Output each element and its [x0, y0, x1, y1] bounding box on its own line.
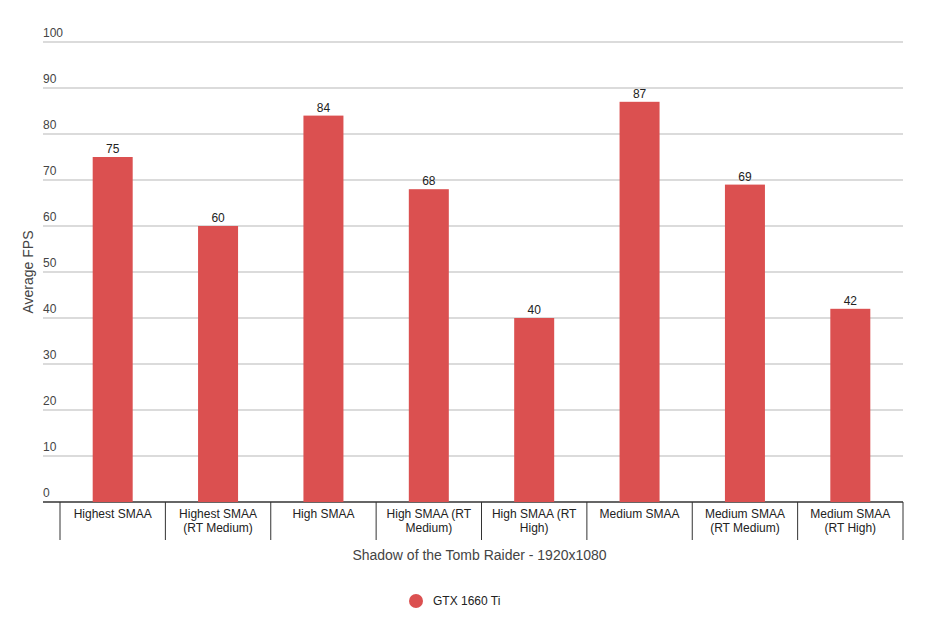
tick-label: 0	[43, 486, 50, 500]
category-label-line: Medium SMAA	[810, 507, 890, 521]
category-label: Highest SMAA	[74, 507, 152, 521]
bar	[409, 189, 449, 502]
grid-line	[43, 501, 903, 503]
grid-line	[43, 88, 903, 89]
category-label: Highest SMAA(RT Medium)	[179, 507, 257, 535]
data-label: 42	[844, 294, 858, 308]
data-label: 60	[211, 211, 225, 225]
bar	[514, 318, 554, 502]
data-labels: 75 60 84 68 40 87 69 42	[106, 87, 857, 317]
bars	[93, 102, 871, 502]
tick-label: 10	[43, 440, 57, 454]
tick-label: 80	[43, 118, 57, 132]
category-divider	[165, 502, 166, 540]
data-label: 84	[317, 101, 331, 115]
grid-line	[43, 180, 903, 181]
category-divider	[692, 502, 693, 540]
category-label-line: Medium SMAA	[705, 507, 785, 521]
bar	[198, 226, 238, 502]
category-label-line: High)	[520, 521, 549, 535]
category-label-line: Medium)	[405, 521, 452, 535]
category-divider	[270, 502, 271, 540]
bar	[830, 309, 870, 502]
category-divider	[376, 502, 377, 540]
grid-line	[43, 226, 903, 227]
data-label: 68	[422, 174, 436, 188]
category-label-line: High SMAA (RT	[387, 507, 472, 521]
category-label-line: Medium SMAA	[600, 507, 680, 521]
category-label-line: (RT High)	[825, 521, 877, 535]
grid-line	[43, 134, 903, 135]
grid-line	[43, 364, 903, 365]
legend: GTX 1660 Ti	[409, 594, 500, 608]
legend-swatch	[409, 594, 423, 608]
category-label: High SMAA	[292, 507, 354, 521]
x-axis-title: Shadow of the Tomb Raider - 1920x1080	[352, 547, 606, 563]
y-axis-title: Average FPS	[20, 230, 36, 313]
grid-line	[43, 272, 903, 273]
category-divider	[481, 502, 482, 540]
data-label: 69	[738, 170, 752, 184]
data-label: 40	[528, 303, 542, 317]
data-label: 87	[633, 87, 647, 101]
grid-line	[43, 410, 903, 411]
category-label: High SMAA (RTHigh)	[492, 507, 577, 535]
bar	[725, 185, 765, 502]
tick-label: 20	[43, 394, 57, 408]
legend-label: GTX 1660 Ti	[433, 594, 500, 608]
category-label-line: (RT Medium)	[183, 521, 253, 535]
category-label-line: High SMAA	[292, 507, 354, 521]
category-label: Medium SMAA(RT Medium)	[705, 507, 785, 535]
grid-line	[43, 456, 903, 457]
bar	[303, 116, 343, 502]
category-divider	[60, 502, 61, 540]
category-label: High SMAA (RTMedium)	[387, 507, 472, 535]
data-label: 75	[106, 142, 120, 156]
category-label: Medium SMAA(RT High)	[810, 507, 890, 535]
category-divider	[586, 502, 587, 540]
tick-label: 70	[43, 164, 57, 178]
tick-label: 60	[43, 210, 57, 224]
category-label-line: High SMAA (RT	[492, 507, 577, 521]
category-label-line: (RT Medium)	[710, 521, 780, 535]
tick-label: 100	[43, 26, 63, 40]
category-label-line: Highest SMAA	[74, 507, 152, 521]
tick-label: 30	[43, 348, 57, 362]
bar	[93, 157, 133, 502]
category-divider	[903, 502, 904, 540]
bar	[620, 102, 660, 502]
category-divider	[797, 502, 798, 540]
chart: 0 10 20 30 40 50 60 70 80 90 100 75 60 84 68 40 87 69 42 Hi…	[0, 0, 929, 631]
tick-label: 90	[43, 72, 57, 86]
category-label-line: Highest SMAA	[179, 507, 257, 521]
category-label: Medium SMAA	[600, 507, 680, 521]
tick-label: 40	[43, 302, 57, 316]
grid-line	[43, 42, 903, 43]
tick-label: 50	[43, 256, 57, 270]
grid-line	[43, 318, 903, 319]
